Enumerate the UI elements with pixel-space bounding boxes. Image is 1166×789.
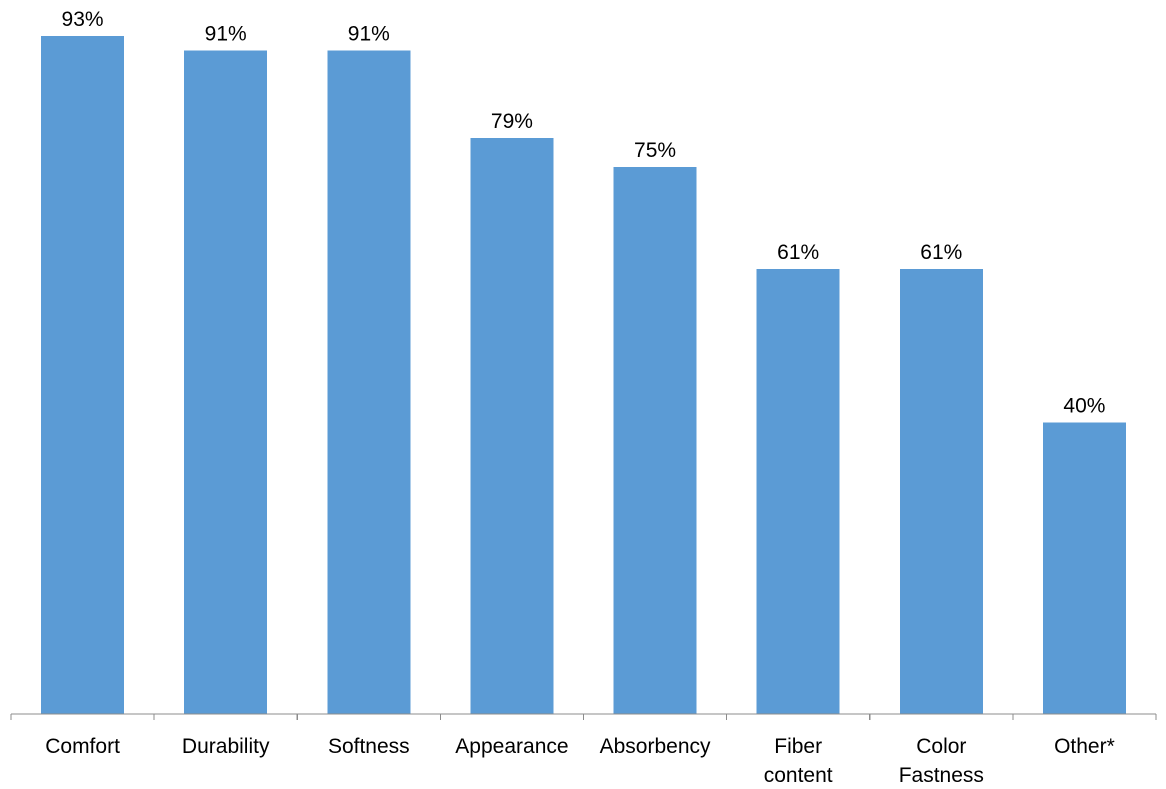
category-label: Color Fastness [899, 735, 984, 787]
bar [613, 167, 697, 714]
bar [756, 269, 840, 714]
category-label: Softness [328, 735, 410, 758]
data-label: 93% [62, 8, 104, 31]
category-labels-group: Comfort Durability Softness Appearance Absor… [45, 735, 1115, 787]
category-label: Appearance [455, 735, 568, 758]
bar [470, 137, 554, 715]
data-labels-group: 93% 91% 91% 79% 75% 61% 61% 40% [62, 8, 1106, 417]
data-label: 79% [491, 110, 533, 133]
category-label: Comfort [45, 735, 120, 758]
bars-group [41, 35, 1126, 715]
category-label: Fiber content [764, 735, 833, 787]
category-label: Other* [1054, 735, 1115, 758]
bar [327, 50, 411, 715]
data-label: 61% [777, 241, 819, 264]
data-label: 40% [1063, 394, 1105, 417]
bar [41, 35, 125, 714]
category-label: Absorbency [600, 735, 711, 758]
category-label: Durability [182, 735, 270, 758]
data-label: 61% [920, 241, 962, 264]
data-label: 91% [205, 22, 247, 45]
data-label: 91% [348, 22, 390, 45]
bar [899, 269, 983, 714]
data-label: 75% [634, 139, 676, 162]
bar [184, 50, 268, 715]
bar [1042, 422, 1126, 714]
x-axis-ticks [10, 714, 1157, 720]
